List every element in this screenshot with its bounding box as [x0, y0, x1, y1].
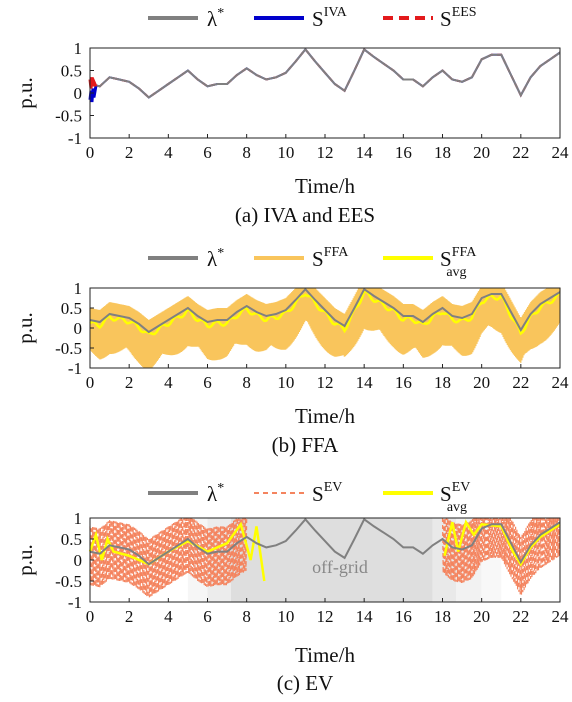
y-tick-label: -0.5 — [55, 339, 82, 358]
x-tick-label: 0 — [86, 143, 95, 162]
y-tick-label: 0.5 — [61, 299, 82, 318]
y-tick-label: -1 — [68, 593, 82, 612]
x-tick-label: 6 — [203, 373, 212, 392]
x-tick-label: 24 — [552, 373, 570, 392]
x-tick-label: 0 — [86, 607, 95, 626]
caption-a: (a) IVA and EES — [235, 203, 375, 227]
x-tick-label: 8 — [242, 607, 251, 626]
y-tick-label: 1 — [74, 279, 83, 298]
x-tick-label: 0 — [86, 373, 95, 392]
xlabel-c: Time/h — [295, 643, 355, 667]
x-tick-label: 10 — [277, 607, 294, 626]
series-lambda-line — [89, 47, 561, 99]
x-tick-label: 2 — [125, 143, 134, 162]
y-tick-label: -0.5 — [55, 107, 82, 126]
x-tick-label: 14 — [356, 373, 374, 392]
x-tick-label: 10 — [277, 373, 294, 392]
y-tick-label: 1 — [74, 39, 83, 58]
x-tick-label: 20 — [473, 607, 490, 626]
offgrid-label: off-grid — [312, 557, 368, 577]
x-tick-label: 16 — [395, 373, 412, 392]
series-lambda-line-b — [89, 287, 561, 334]
x-tick-label: 8 — [242, 143, 251, 162]
ylabel-b: p.u. — [13, 312, 37, 344]
y-tick-label: 0 — [74, 319, 83, 338]
x-tick-label: 14 — [356, 143, 374, 162]
x-tick-label: 22 — [512, 607, 529, 626]
x-tick-label: 22 — [512, 143, 529, 162]
svg-text:SEV: SEV — [312, 480, 342, 506]
x-tick-label: 20 — [473, 143, 490, 162]
y-tick-label: 0 — [74, 84, 83, 103]
series-lambda-line-c — [89, 517, 561, 566]
x-tick-label: 18 — [434, 143, 451, 162]
svg-text:λ*: λ* — [207, 6, 224, 31]
svg-text:SFFA: SFFA — [312, 245, 349, 271]
y-tick-label: -0.5 — [55, 572, 82, 591]
legend-a: λ* SIVA SEES — [148, 5, 477, 31]
x-tick-label: 18 — [434, 373, 451, 392]
x-tick-label: 10 — [277, 143, 294, 162]
plot-frame-a — [89, 47, 561, 139]
caption-c: (c) EV — [277, 671, 334, 695]
offgrid-shade — [231, 518, 433, 602]
ylabel-a: p.u. — [13, 77, 37, 109]
x-tick-label: 24 — [552, 143, 570, 162]
x-tick-label: 24 — [552, 607, 570, 626]
xlabel-b: Time/h — [295, 404, 355, 428]
series-iva-transient — [88, 85, 98, 103]
caption-b: (b) FFA — [272, 433, 340, 457]
x-tick-label: 12 — [317, 607, 334, 626]
ylabel-c: p.u. — [13, 544, 37, 576]
x-tick-label: 2 — [125, 607, 134, 626]
series-ev-dashes — [191, 517, 248, 588]
svg-text:SIVA: SIVA — [312, 5, 348, 31]
x-tick-label: 4 — [164, 607, 173, 626]
legend-b: λ* SFFA SFFA avg — [148, 245, 477, 280]
svg-text:SEES: SEES — [440, 5, 477, 31]
x-tick-label: 4 — [164, 143, 173, 162]
x-tick-label: 4 — [164, 373, 173, 392]
x-tick-label: 6 — [203, 143, 212, 162]
x-tick-label: 16 — [395, 143, 412, 162]
x-tick-label: 16 — [395, 607, 412, 626]
x-tick-label: 12 — [317, 143, 334, 162]
y-tick-label: 1 — [74, 509, 83, 528]
x-tick-label: 20 — [473, 373, 490, 392]
x-tick-label: 8 — [242, 373, 251, 392]
y-tick-label: -1 — [68, 129, 82, 148]
x-tick-label: 14 — [356, 607, 374, 626]
series-ees-transient — [88, 76, 98, 89]
y-tick-label: 0 — [74, 551, 83, 570]
y-tick-label: 0.5 — [61, 62, 82, 81]
y-tick-label: -1 — [68, 359, 82, 378]
y-tick-label: 0.5 — [61, 530, 82, 549]
x-tick-label: 2 — [125, 373, 134, 392]
x-tick-label: 12 — [317, 373, 334, 392]
svg-text:λ*: λ* — [207, 481, 224, 506]
x-tick-label: 18 — [434, 607, 451, 626]
chart-c: off-grid 0 2 4 6 8 10 12 14 16 18 20 22 2410.50-0.5-… — [13, 509, 569, 695]
xlabel-a: Time/h — [295, 174, 355, 198]
x-tick-label: 6 — [203, 607, 212, 626]
series-ev-dashes — [89, 517, 193, 598]
legend-c: λ* SEV SEV avg — [148, 480, 470, 515]
x-tick-label: 22 — [512, 373, 529, 392]
svg-text:λ*: λ* — [207, 246, 224, 271]
